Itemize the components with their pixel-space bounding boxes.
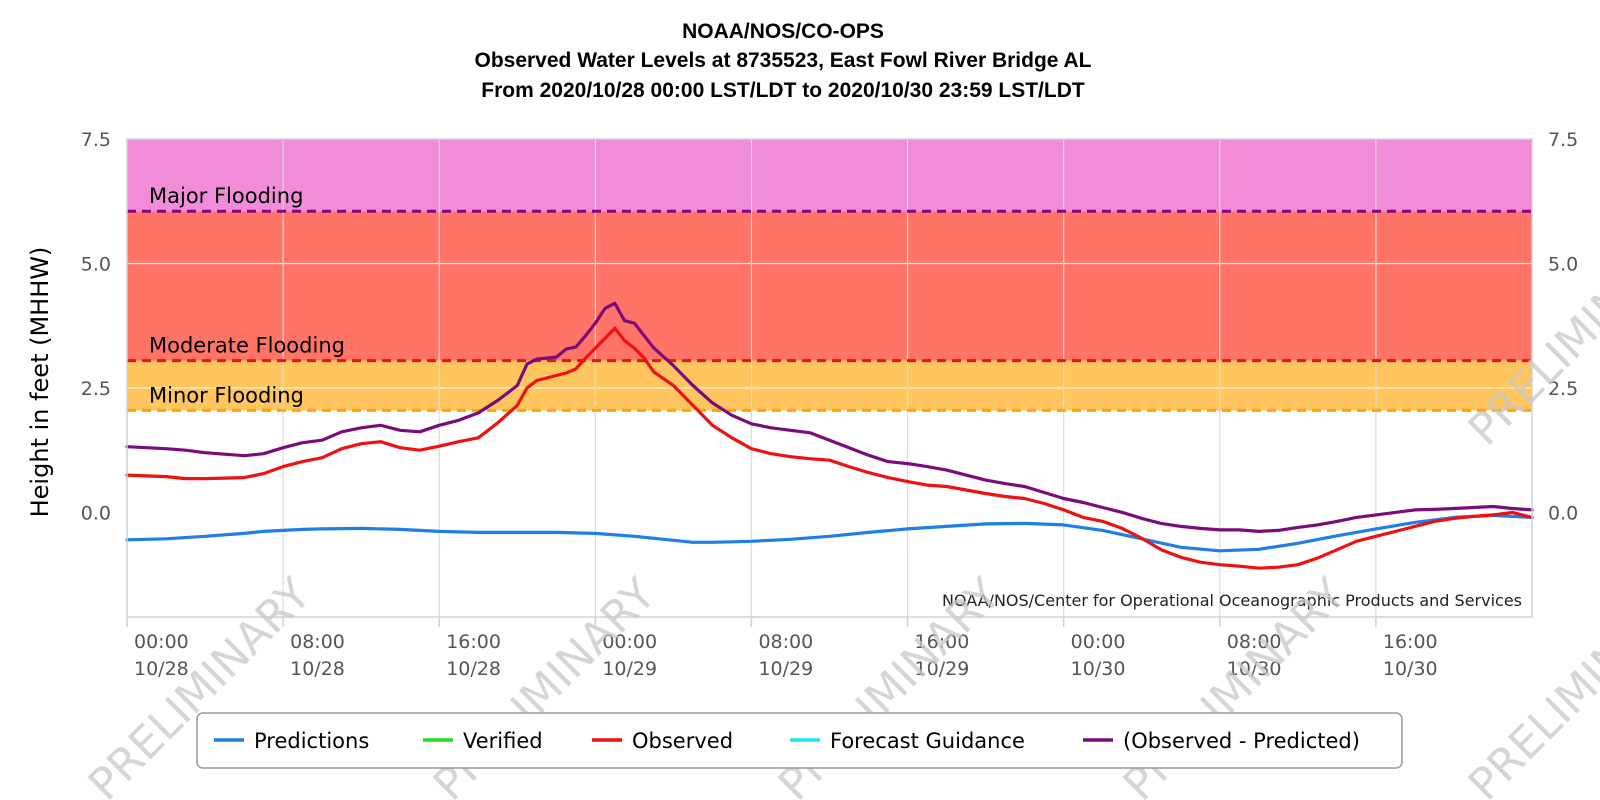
flood-band-major-flooding (127, 139, 1532, 212)
legend-label-observed: Observed (632, 729, 733, 753)
x-tick-label-date: 10/28 (446, 658, 501, 680)
y-axis-right: 0.0 2.5 5.0 7.5 (1548, 129, 1578, 524)
x-tick-label-time: 00:00 (1071, 631, 1126, 653)
legend-label-observed-predicted: (Observed - Predicted) (1123, 729, 1360, 753)
x-tick-label-time: 08:00 (290, 631, 345, 653)
y-tick-label-left: 0.0 (81, 502, 111, 524)
flood-level-lines (127, 209, 1532, 412)
y-tick-label-left: 7.5 (81, 129, 111, 151)
flood-label-minor-flooding: Minor Flooding (149, 383, 304, 407)
y-axis-label: Height in feet (MHHW) (26, 247, 54, 518)
flood-band-minor-flooding (127, 360, 1532, 411)
x-tick-label-time: 08:00 (1227, 631, 1282, 653)
x-tick-label-time: 16:00 (1383, 631, 1438, 653)
series-lines (125, 301, 1534, 570)
legend-label-verified: Verified (463, 729, 543, 753)
x-tick-label-time: 00:00 (134, 631, 189, 653)
x-tick-label-date: 10/29 (758, 658, 813, 680)
x-tick-label-date: 10/29 (915, 658, 970, 680)
y-tick-label-right: 7.5 (1548, 129, 1578, 151)
x-axis: 00:00 10/28 08:00 10/28 16:00 10/28 00:00 10/29… (126, 617, 1438, 680)
series-line-observed (125, 326, 1534, 570)
x-tick-label-time: 08:00 (758, 631, 813, 653)
flood-bands (127, 139, 1532, 411)
y-tick-label-left: 2.5 (81, 378, 111, 400)
x-tick-label-time: 16:00 (915, 631, 970, 653)
x-tick-label-date: 10/30 (1227, 658, 1282, 680)
credit-text: NOAA/NOS/Center for Operational Oceanogr… (942, 591, 1522, 610)
x-tick-label-date: 10/28 (134, 658, 189, 680)
plot-frame (126, 138, 1533, 618)
series-line-observed-predicted (125, 301, 1534, 533)
y-tick-label-right: 5.0 (1548, 253, 1578, 275)
chart-title-line-1: NOAA/NOS/CO-OPS (682, 20, 884, 43)
x-tick-label-date: 10/28 (290, 658, 345, 680)
plot-border (126, 138, 1533, 618)
x-tick-label-date: 10/30 (1383, 658, 1438, 680)
legend-label-predictions: Predictions (254, 729, 369, 753)
flood-band-moderate-flooding (127, 211, 1532, 361)
x-tick-label-date: 10/30 (1071, 658, 1126, 680)
series-line-predictions (125, 513, 1534, 553)
flood-level-labels: Major Flooding Moderate Flooding Minor Flo… (149, 184, 345, 407)
x-tick-label-date: 10/29 (602, 658, 657, 680)
x-tick-label-time: 16:00 (446, 631, 501, 653)
flood-label-major-flooding: Major Flooding (149, 184, 303, 208)
chart-title-line-3: From 2020/10/28 00:00 LST/LDT to 2020/10… (481, 79, 1085, 102)
x-tick-label-time: 00:00 (602, 631, 657, 653)
y-tick-label-right: 2.5 (1548, 378, 1578, 400)
legend-label-forecast-guidance: Forecast Guidance (830, 729, 1025, 753)
flood-label-moderate-flooding: Moderate Flooding (149, 334, 345, 358)
y-tick-label-left: 5.0 (81, 253, 111, 275)
chart-title-line-2: Observed Water Levels at 8735523, East F… (474, 49, 1091, 72)
y-axis-left: 0.0 2.5 5.0 7.5 (81, 129, 111, 524)
y-tick-label-right: 0.0 (1548, 502, 1578, 524)
legend: Predictions Verified Observed Forecast Guid… (214, 729, 1360, 753)
